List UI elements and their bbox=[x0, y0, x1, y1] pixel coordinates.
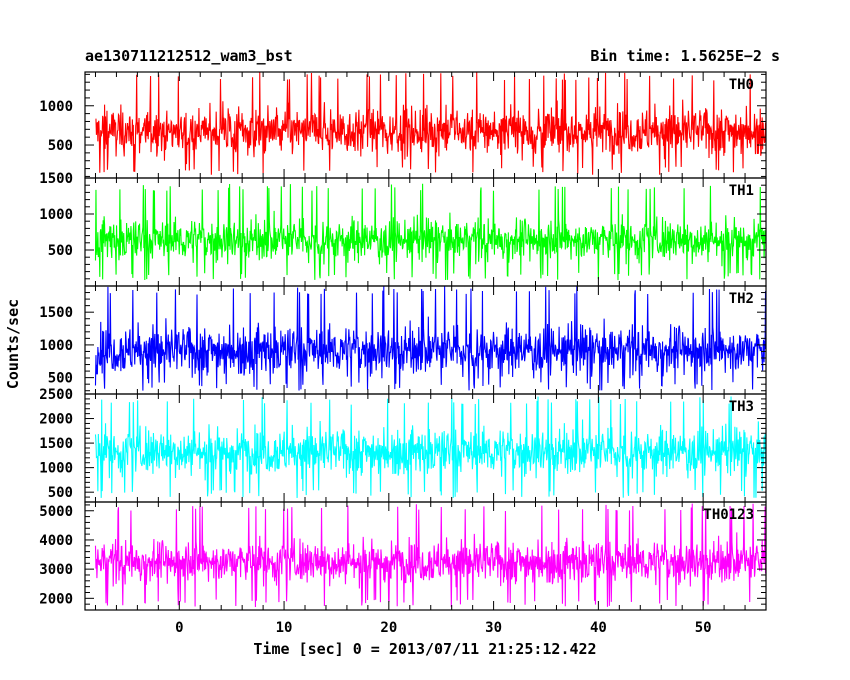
panel-label: TH0 bbox=[729, 77, 754, 93]
y-tick-label: 2000 bbox=[39, 412, 73, 428]
panels-group: 5001000TH050010001500TH150010001500TH250… bbox=[39, 71, 767, 636]
chart-title-right: Bin time: 1.5625E−2 s bbox=[590, 47, 780, 65]
chart-title-left: ae130711212512_wam3_bst bbox=[85, 47, 293, 65]
y-tick-label: 500 bbox=[48, 485, 73, 501]
y-tick-label: 2000 bbox=[39, 591, 73, 607]
y-tick-label: 4000 bbox=[39, 533, 73, 549]
y-axis-label: Counts/sec bbox=[4, 299, 22, 389]
panel-label: TH0123 bbox=[703, 507, 754, 523]
panel-label: TH1 bbox=[729, 183, 754, 199]
series-th0123 bbox=[94, 503, 767, 607]
x-axis-label: Time [sec] 0 = 2013/07/11 21:25:12.422 bbox=[253, 640, 596, 658]
series-th0 bbox=[95, 72, 767, 175]
y-tick-label: 1000 bbox=[39, 338, 73, 354]
series-th1 bbox=[94, 183, 767, 281]
y-tick-label: 3000 bbox=[39, 562, 73, 578]
panel-th2: 500 1000 1500 TH2 bbox=[39, 285, 767, 395]
x-tick-label: 30 bbox=[485, 620, 502, 636]
panel-th3: 500 1000 1500 2000 2500 TH3 bbox=[39, 387, 767, 503]
panel-th0123: 2000 3000 4000 5000 TH0123 bbox=[39, 501, 767, 611]
y-tick-label: 5000 bbox=[39, 504, 73, 520]
y-tick-label: 500 bbox=[48, 371, 73, 387]
y-tick-label: 1500 bbox=[39, 171, 73, 187]
panel-frame bbox=[84, 501, 767, 611]
y-tick-label: 1500 bbox=[39, 436, 73, 452]
panel-th0: 500 1000 TH0 bbox=[39, 71, 767, 179]
y-tick-label: 1000 bbox=[39, 461, 73, 477]
x-tick-label: 40 bbox=[590, 620, 607, 636]
y-tick-label: 2500 bbox=[39, 387, 73, 403]
y-tick-label: 1000 bbox=[39, 207, 73, 223]
series-th3 bbox=[94, 396, 767, 498]
y-tick-label: 1000 bbox=[39, 99, 73, 115]
x-tick-label: 50 bbox=[695, 620, 712, 636]
panel-label: TH2 bbox=[729, 291, 754, 307]
y-tick-label: 500 bbox=[48, 138, 73, 154]
y-tick-label: 500 bbox=[48, 243, 73, 259]
x-tick-label: 0 bbox=[175, 620, 183, 636]
y-tick-label: 1500 bbox=[39, 305, 73, 321]
panel-label: TH3 bbox=[729, 399, 754, 415]
x-tick-label: 10 bbox=[276, 620, 293, 636]
panel-th1: 500 1000 1500 TH1 bbox=[39, 171, 767, 287]
x-tick-label: 20 bbox=[380, 620, 397, 636]
series-th2 bbox=[94, 286, 767, 391]
